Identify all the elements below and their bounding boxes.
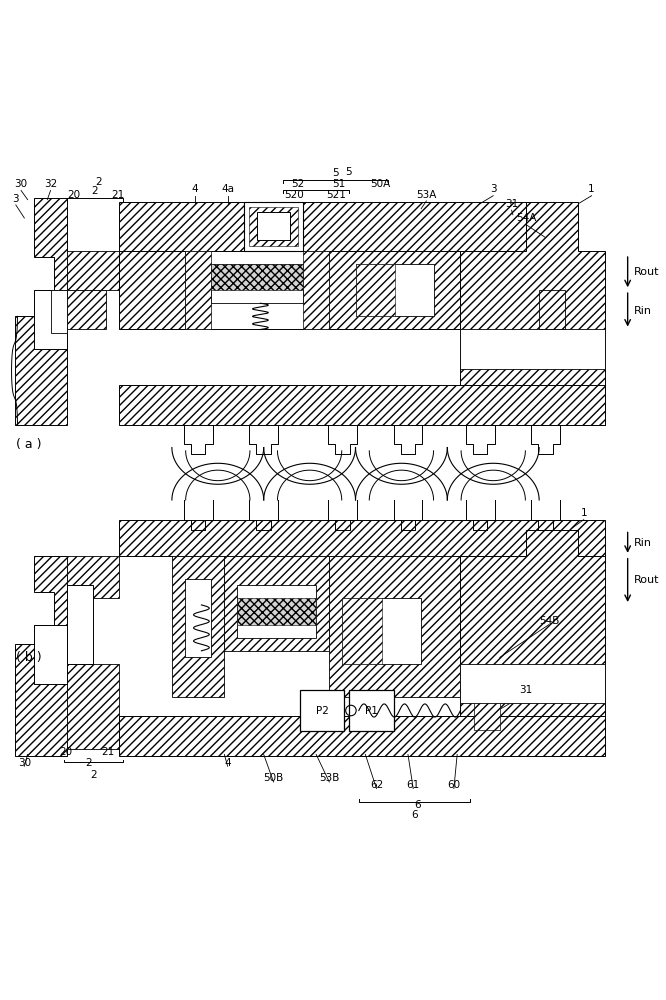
Text: P2: P2: [316, 706, 328, 716]
Bar: [356, 264, 395, 316]
Bar: [539, 290, 565, 329]
Bar: [67, 585, 93, 664]
Bar: [119, 716, 605, 756]
Bar: [329, 556, 460, 697]
Bar: [244, 202, 303, 251]
Bar: [67, 664, 119, 749]
Text: 3: 3: [490, 184, 497, 194]
Text: 4a: 4a: [221, 184, 234, 194]
Bar: [303, 251, 329, 329]
Text: 3: 3: [13, 194, 19, 204]
Text: 61: 61: [407, 780, 420, 790]
Bar: [185, 251, 329, 329]
Text: P1: P1: [365, 706, 378, 716]
Polygon shape: [15, 556, 67, 756]
Bar: [172, 556, 224, 697]
Text: Rin: Rin: [634, 538, 652, 548]
Bar: [119, 251, 185, 329]
Bar: [119, 202, 526, 251]
Bar: [67, 290, 107, 329]
Text: 50B: 50B: [264, 773, 284, 783]
Text: 54B: 54B: [539, 616, 559, 626]
Bar: [460, 329, 605, 369]
Text: Rout: Rout: [634, 267, 660, 277]
Bar: [34, 290, 67, 349]
Bar: [224, 556, 329, 651]
Text: Rout: Rout: [634, 575, 660, 585]
Text: 32: 32: [44, 179, 57, 189]
Bar: [34, 625, 67, 684]
Text: Rin: Rin: [634, 306, 652, 316]
Bar: [474, 703, 500, 730]
Polygon shape: [460, 202, 605, 425]
Bar: [67, 556, 119, 598]
Bar: [342, 598, 421, 664]
Text: 2: 2: [95, 177, 102, 187]
Bar: [185, 251, 211, 329]
Text: 2: 2: [85, 758, 92, 768]
Text: 5: 5: [332, 168, 339, 178]
Bar: [257, 212, 290, 240]
Bar: [349, 690, 394, 731]
Text: 54A: 54A: [516, 213, 536, 223]
Bar: [119, 385, 605, 425]
Polygon shape: [460, 530, 605, 756]
Text: 51: 51: [332, 179, 346, 189]
Bar: [300, 690, 344, 731]
Text: 31: 31: [519, 685, 533, 695]
Bar: [356, 264, 434, 316]
Text: 60: 60: [448, 780, 460, 790]
Text: 53B: 53B: [319, 773, 340, 783]
Text: 5: 5: [346, 167, 352, 177]
Text: 53A: 53A: [416, 190, 436, 200]
Text: 520: 520: [284, 190, 304, 200]
Polygon shape: [15, 198, 67, 425]
Bar: [51, 290, 67, 333]
Text: 1: 1: [588, 184, 595, 194]
Bar: [238, 598, 316, 625]
Bar: [185, 579, 211, 657]
Bar: [211, 264, 303, 303]
Bar: [238, 585, 316, 638]
Bar: [211, 264, 303, 290]
Text: ( a ): ( a ): [16, 438, 41, 451]
Text: 6: 6: [411, 810, 418, 820]
Text: 62: 62: [370, 780, 383, 790]
Bar: [67, 251, 119, 290]
Bar: [342, 598, 382, 664]
Text: 6: 6: [414, 800, 421, 810]
Text: 21: 21: [111, 190, 125, 200]
Text: P2: P2: [323, 698, 336, 708]
Text: P1: P1: [368, 698, 380, 708]
Bar: [460, 664, 605, 703]
Bar: [329, 251, 460, 329]
Text: 2: 2: [91, 186, 98, 196]
Text: 4: 4: [192, 184, 198, 194]
Text: 30: 30: [18, 758, 31, 768]
Text: 21: 21: [101, 747, 115, 757]
Text: 521: 521: [326, 190, 346, 200]
Text: 30: 30: [15, 179, 27, 189]
Text: 4: 4: [224, 758, 231, 768]
Text: 50A: 50A: [370, 179, 390, 189]
Text: 1: 1: [580, 508, 587, 518]
Text: 20: 20: [67, 190, 80, 200]
Text: 31: 31: [505, 199, 518, 209]
Text: 2: 2: [90, 770, 97, 780]
Text: ( b ): ( b ): [16, 651, 41, 664]
Bar: [249, 207, 298, 246]
Text: 52: 52: [291, 179, 304, 189]
Text: 20: 20: [59, 747, 72, 757]
Bar: [119, 520, 605, 556]
